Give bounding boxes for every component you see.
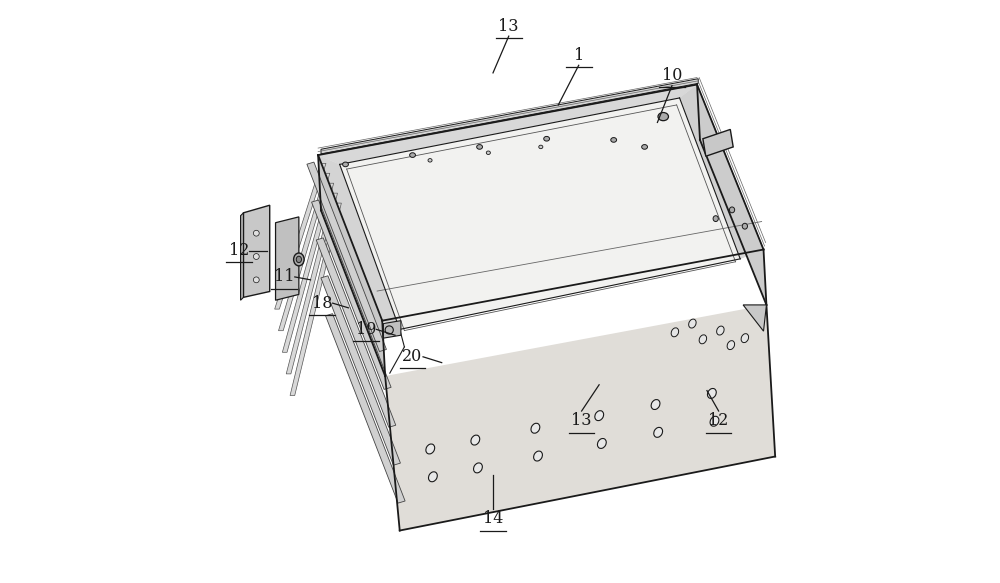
Ellipse shape [741, 333, 749, 343]
Ellipse shape [597, 438, 606, 448]
Ellipse shape [539, 145, 543, 149]
Ellipse shape [651, 399, 660, 409]
Ellipse shape [477, 145, 483, 149]
Polygon shape [275, 163, 326, 309]
Polygon shape [307, 162, 386, 352]
Text: 18: 18 [312, 294, 332, 312]
Ellipse shape [531, 423, 540, 433]
Polygon shape [321, 79, 698, 154]
Text: 13: 13 [571, 412, 592, 430]
Polygon shape [316, 238, 396, 427]
Polygon shape [385, 305, 775, 531]
Ellipse shape [474, 463, 482, 473]
Text: 12: 12 [229, 242, 249, 259]
Ellipse shape [534, 451, 542, 461]
Ellipse shape [717, 326, 724, 335]
Polygon shape [326, 314, 405, 503]
Ellipse shape [294, 253, 304, 266]
Polygon shape [312, 200, 391, 389]
Polygon shape [318, 85, 697, 164]
Ellipse shape [253, 277, 259, 283]
Polygon shape [286, 193, 338, 374]
Ellipse shape [742, 223, 747, 229]
Polygon shape [383, 321, 401, 338]
Ellipse shape [710, 416, 719, 426]
Text: 20: 20 [402, 348, 423, 366]
Ellipse shape [595, 410, 604, 420]
Polygon shape [318, 155, 385, 376]
Ellipse shape [658, 113, 668, 121]
Text: 12: 12 [708, 412, 729, 430]
Polygon shape [318, 85, 764, 321]
Ellipse shape [410, 153, 415, 157]
Ellipse shape [689, 319, 696, 328]
Ellipse shape [385, 326, 393, 334]
Polygon shape [382, 250, 764, 329]
Ellipse shape [428, 159, 432, 162]
Text: 10: 10 [662, 67, 682, 85]
Polygon shape [318, 155, 400, 329]
Ellipse shape [544, 136, 550, 141]
Text: 11: 11 [274, 268, 295, 286]
Ellipse shape [343, 162, 348, 167]
Polygon shape [279, 173, 330, 331]
Polygon shape [290, 203, 341, 395]
Ellipse shape [253, 254, 259, 259]
Ellipse shape [671, 328, 679, 337]
Text: 14: 14 [483, 510, 503, 528]
Polygon shape [340, 98, 740, 329]
Polygon shape [743, 305, 766, 331]
Polygon shape [282, 183, 334, 352]
Polygon shape [703, 129, 733, 156]
Ellipse shape [707, 388, 716, 398]
Polygon shape [321, 276, 400, 465]
Ellipse shape [253, 230, 259, 236]
Polygon shape [697, 85, 766, 305]
Ellipse shape [729, 207, 735, 213]
Ellipse shape [713, 216, 718, 222]
Text: 13: 13 [498, 17, 519, 35]
Text: 1: 1 [574, 47, 584, 64]
Ellipse shape [611, 138, 617, 142]
Ellipse shape [428, 472, 437, 482]
Ellipse shape [471, 435, 480, 445]
Ellipse shape [727, 340, 735, 350]
Ellipse shape [486, 151, 490, 154]
Ellipse shape [699, 335, 707, 344]
Ellipse shape [296, 256, 301, 262]
Text: 19: 19 [356, 321, 376, 338]
Ellipse shape [426, 444, 435, 454]
Polygon shape [276, 217, 299, 300]
Polygon shape [680, 85, 764, 259]
Ellipse shape [642, 145, 647, 149]
Polygon shape [243, 205, 270, 297]
Ellipse shape [654, 427, 663, 437]
Polygon shape [241, 213, 243, 300]
